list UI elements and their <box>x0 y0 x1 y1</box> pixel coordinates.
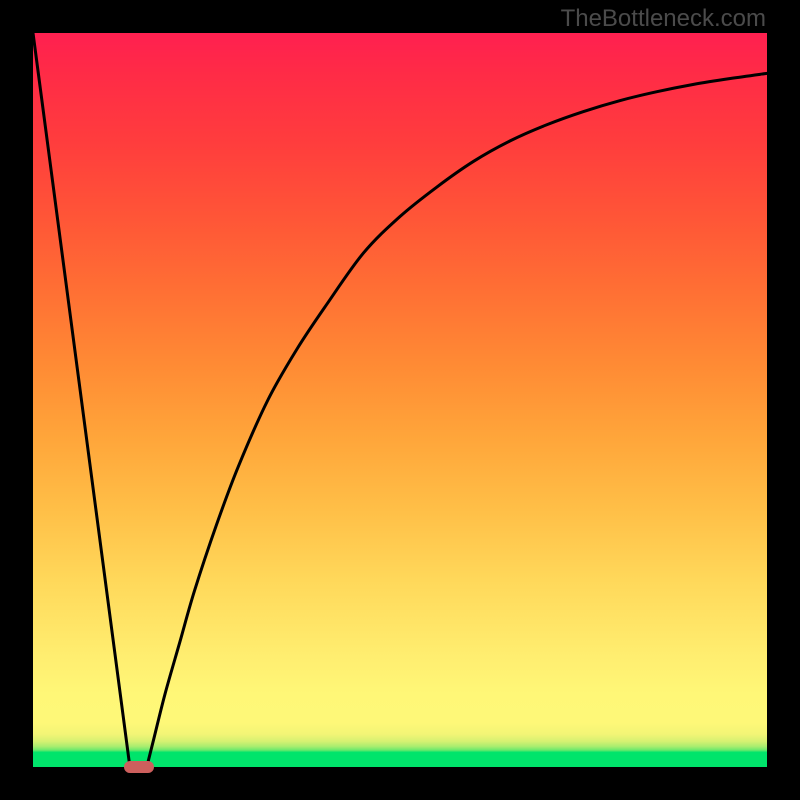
chart-stage: TheBottleneck.com <box>0 0 800 800</box>
plot-gradient-background <box>33 33 767 767</box>
watermark-text: TheBottleneck.com <box>561 5 766 33</box>
